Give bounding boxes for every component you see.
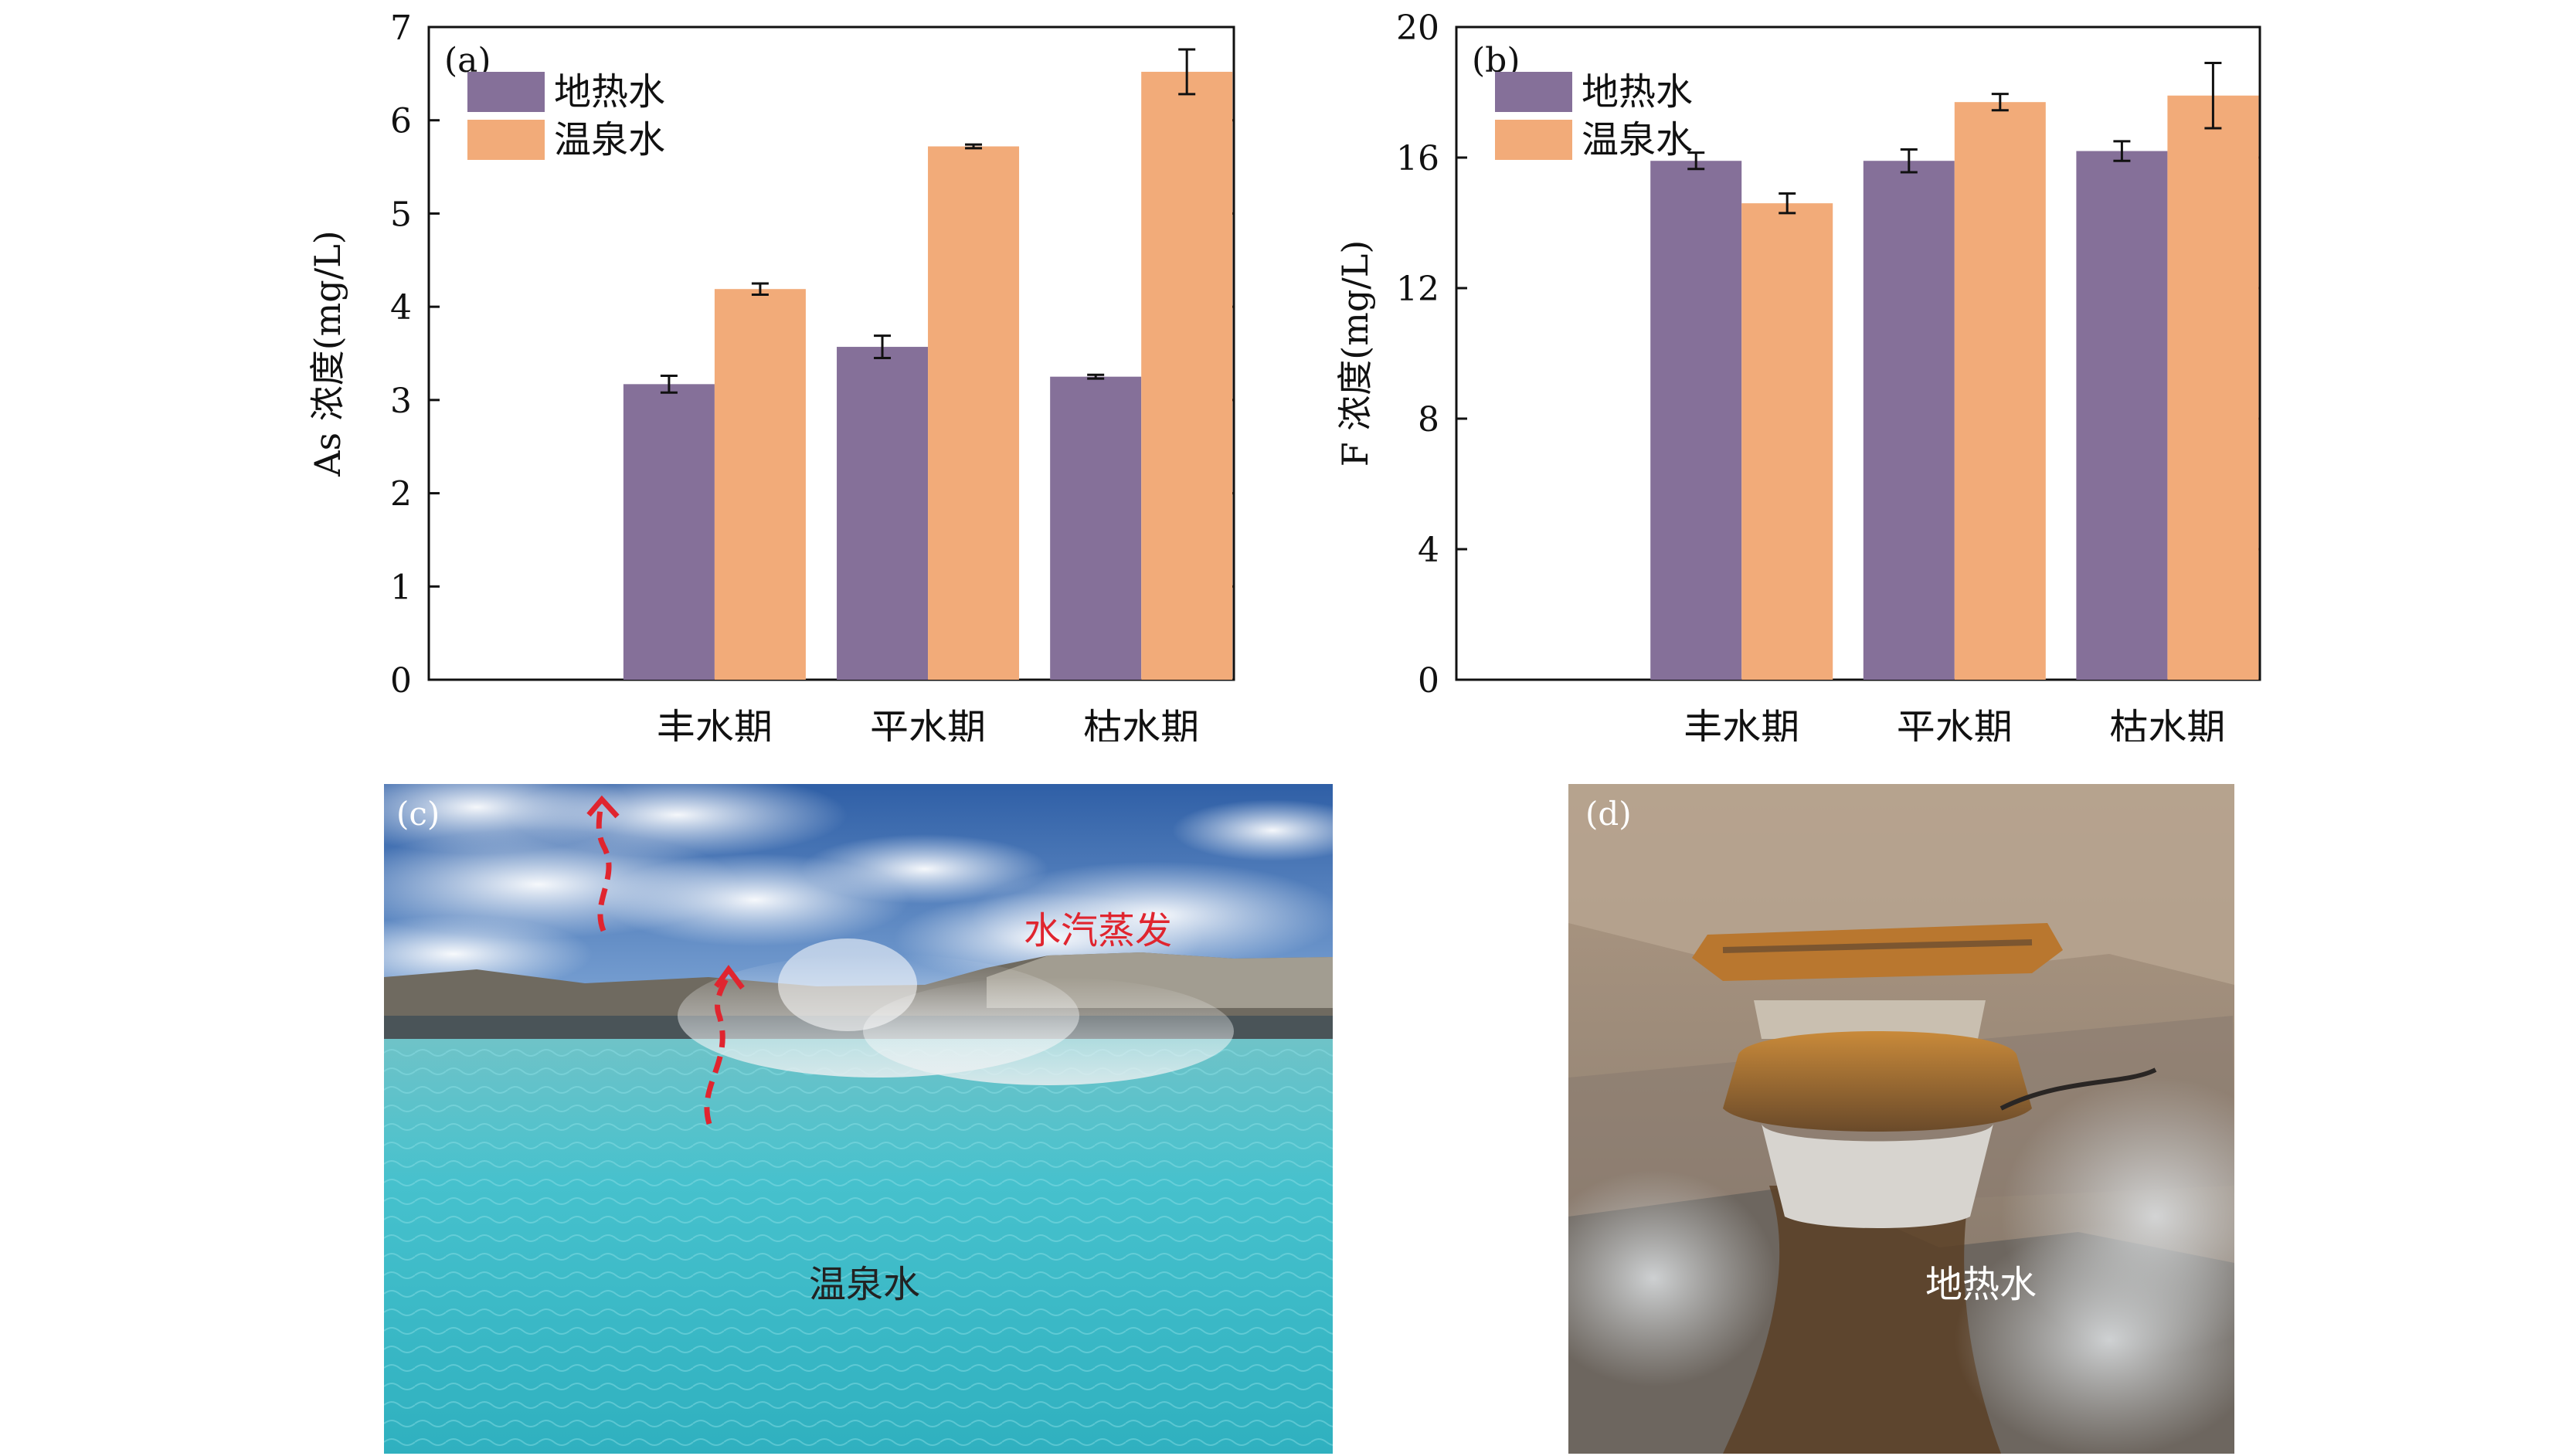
x-category-label: 平水期 xyxy=(870,706,986,742)
steam-arrow-lower-head-icon xyxy=(714,965,745,990)
y-tick-label: 7 xyxy=(390,8,412,48)
y-tick-label: 0 xyxy=(1418,661,1439,701)
photo-c-panel-label: (c) xyxy=(396,795,440,833)
y-tick-label: 12 xyxy=(1396,270,1439,309)
y-tick-label: 5 xyxy=(390,195,412,234)
y-tick-label: 20 xyxy=(1396,8,1439,48)
bar xyxy=(2167,95,2259,680)
bar xyxy=(1050,376,1142,680)
bar xyxy=(1954,102,2046,680)
hot-spring-water-label: 温泉水 xyxy=(809,1263,921,1306)
x-category-label: 丰水期 xyxy=(1684,706,1799,742)
legend-swatch xyxy=(467,120,545,160)
plot-frame xyxy=(1455,25,2261,681)
legend-label: 地热水 xyxy=(554,70,665,114)
photo-d-panel-label: (d) xyxy=(1585,795,1632,833)
x-category-label: 平水期 xyxy=(1897,706,2013,742)
bar xyxy=(1863,161,1955,680)
y-tick-label: 1 xyxy=(390,568,412,607)
y-tick-label: 2 xyxy=(390,475,412,514)
steam-arrow-upper-head-icon xyxy=(586,795,620,819)
hot-spring-pool-photo-icon xyxy=(384,784,1333,1454)
y-tick-label: 8 xyxy=(1418,400,1439,440)
legend-label: 地热水 xyxy=(1582,70,1693,114)
bar xyxy=(2076,151,2168,680)
y-axis-label: As 浓度(mg/L) xyxy=(307,230,348,477)
steam-arrows xyxy=(586,795,745,1125)
y-tick-label: 6 xyxy=(390,102,412,141)
y-tick-label: 3 xyxy=(390,382,412,421)
y-tick-label: 0 xyxy=(390,661,412,701)
legend-swatch xyxy=(1495,120,1572,160)
bar xyxy=(928,146,1020,680)
y-axis-label: F 浓度(mg/L) xyxy=(1334,240,1376,467)
photo-d-geothermal: (d) 地热水 xyxy=(1568,784,2234,1454)
legend-swatch xyxy=(467,72,545,112)
steam-arrow-upper xyxy=(596,806,612,932)
y-tick-label: 4 xyxy=(390,288,412,328)
x-category-label: 丰水期 xyxy=(657,706,773,742)
steam-arrow-lower xyxy=(704,976,730,1125)
bar xyxy=(623,384,715,680)
geothermal-water-label: 地热水 xyxy=(1925,1263,2037,1306)
x-category-label: 枯水期 xyxy=(2109,706,2225,742)
bar xyxy=(1141,71,1233,680)
steam-evaporation-label: 水汽蒸发 xyxy=(1024,909,1173,952)
legend-label: 温泉水 xyxy=(554,118,665,161)
y-tick-label: 16 xyxy=(1396,139,1439,178)
bar xyxy=(837,347,929,680)
photo-c-hot-spring: (c) 水汽蒸发 温泉水 xyxy=(384,784,1333,1454)
bar xyxy=(1650,161,1742,680)
legend-swatch xyxy=(1495,72,1572,112)
y-tick-label: 4 xyxy=(1418,531,1439,570)
x-category-label: 枯水期 xyxy=(1083,706,1199,742)
geothermal-wellhead-photo-icon xyxy=(1568,784,2234,1454)
bar xyxy=(1741,203,1833,680)
legend-label: 温泉水 xyxy=(1582,118,1693,161)
bar xyxy=(714,289,806,680)
plot-frame xyxy=(427,25,1235,681)
